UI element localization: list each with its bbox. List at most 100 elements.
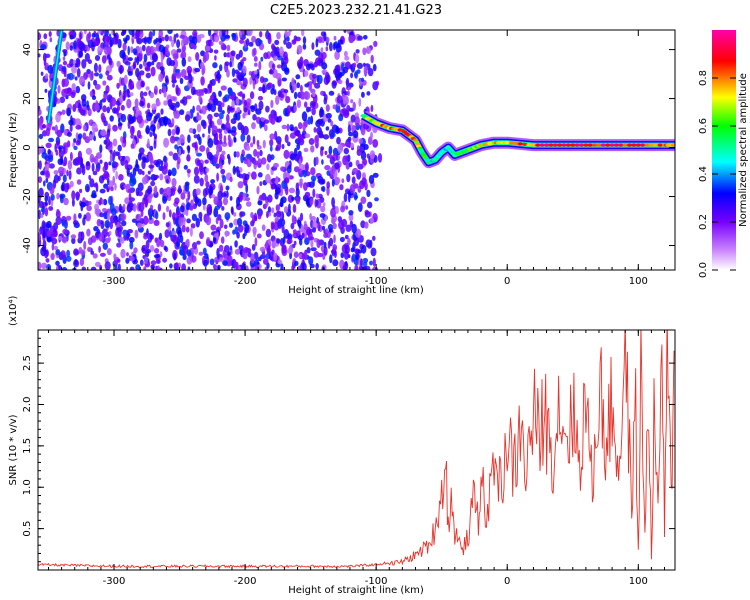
noise-cell: [227, 129, 233, 134]
noise-cell: [279, 237, 285, 247]
noise-cell: [312, 91, 316, 98]
noise-cell: [175, 84, 179, 95]
noise-cell: [306, 247, 311, 254]
noise-cell: [175, 101, 180, 108]
noise-cell: [80, 231, 85, 242]
noise-cell: [240, 133, 246, 142]
noise-cell: [198, 251, 204, 256]
noise-cell: [147, 185, 153, 194]
noise-cell: [310, 216, 316, 221]
noise-cell: [109, 149, 113, 154]
noise-cell: [80, 201, 84, 212]
trace-cell: [517, 142, 523, 146]
noise-cell: [112, 138, 118, 147]
noise-cell: [370, 131, 373, 140]
noise-cell: [41, 152, 48, 159]
noise-cell: [93, 62, 98, 73]
trace-cell: [548, 143, 554, 147]
noise-cell: [211, 94, 215, 100]
trace-cell: [552, 143, 558, 147]
noise-cell: [253, 251, 259, 260]
trace-cell: [600, 143, 606, 147]
noise-cell: [114, 182, 117, 191]
noise-cell: [181, 263, 186, 270]
noise-cell: [190, 86, 196, 96]
noise-cell: [372, 235, 376, 241]
noise-cell: [116, 60, 121, 68]
noise-cell: [41, 220, 46, 231]
noise-cell: [242, 93, 246, 99]
spectrogram-noise: [38, 30, 383, 270]
noise-cell: [53, 245, 59, 251]
noise-cell: [356, 69, 361, 74]
noise-cell: [303, 182, 308, 191]
noise-cell: [149, 91, 155, 99]
noise-cell: [354, 71, 358, 79]
colorbar-label: Normalized spectral amplitude: [738, 73, 749, 227]
noise-cell: [250, 253, 255, 264]
noise-cell: [94, 83, 101, 90]
noise-cell: [58, 265, 62, 270]
noise-cell: [142, 170, 145, 176]
noise-cell: [119, 237, 125, 244]
noise-cell: [358, 138, 364, 145]
noise-cell: [319, 108, 323, 118]
noise-cell: [149, 245, 155, 252]
noise-cell: [329, 167, 335, 175]
noise-cell: [196, 133, 201, 141]
noise-cell: [245, 201, 252, 207]
noise-cell: [42, 229, 46, 239]
noise-cell: [354, 116, 361, 127]
noise-cell: [297, 235, 304, 241]
noise-cell: [176, 39, 181, 49]
noise-cell: [302, 43, 307, 50]
noise-cell: [109, 39, 113, 48]
noise-cell: [234, 69, 239, 74]
noise-cell: [129, 125, 135, 136]
noise-cell: [82, 217, 86, 226]
noise-cell: [315, 38, 319, 48]
noise-cell: [250, 105, 256, 110]
noise-cell: [187, 266, 191, 270]
noise-cell: [86, 104, 90, 111]
noise-cell: [139, 30, 144, 39]
noise-cell: [314, 198, 318, 208]
noise-cell: [325, 104, 330, 112]
noise-cell: [183, 165, 188, 170]
noise-cell: [369, 260, 373, 266]
noise-cell: [143, 53, 148, 63]
noise-cell: [73, 213, 77, 223]
noise-cell: [341, 178, 345, 184]
noise-cell: [120, 104, 125, 111]
noise-cell: [201, 66, 205, 76]
noise-cell: [269, 139, 274, 147]
noise-cell: [266, 82, 273, 89]
noise-cell: [117, 263, 121, 270]
noise-cell: [257, 256, 262, 262]
spectrogram-ylabel: Frequency (Hz): [8, 112, 19, 188]
noise-cell: [322, 134, 330, 140]
noise-cell: [134, 229, 139, 239]
noise-cell: [124, 159, 129, 170]
noise-cell: [137, 168, 143, 175]
noise-cell: [59, 96, 66, 104]
noise-cell: [120, 113, 127, 123]
noise-cell: [79, 32, 82, 41]
noise-cell: [93, 40, 100, 47]
noise-cell: [214, 205, 221, 211]
noise-cell: [281, 143, 285, 150]
noise-cell: [81, 94, 87, 102]
noise-cell: [305, 162, 309, 172]
noise-cell: [320, 47, 324, 53]
noise-cell: [133, 109, 137, 114]
noise-cell: [48, 137, 54, 143]
noise-cell: [100, 198, 104, 205]
noise-cell: [115, 100, 121, 106]
noise-cell: [267, 194, 273, 203]
noise-cell: [344, 55, 350, 61]
noise-cell: [232, 229, 236, 235]
noise-cell: [164, 175, 171, 180]
noise-cell: [355, 228, 362, 238]
noise-cell: [97, 30, 102, 34]
noise-cell: [179, 77, 184, 85]
